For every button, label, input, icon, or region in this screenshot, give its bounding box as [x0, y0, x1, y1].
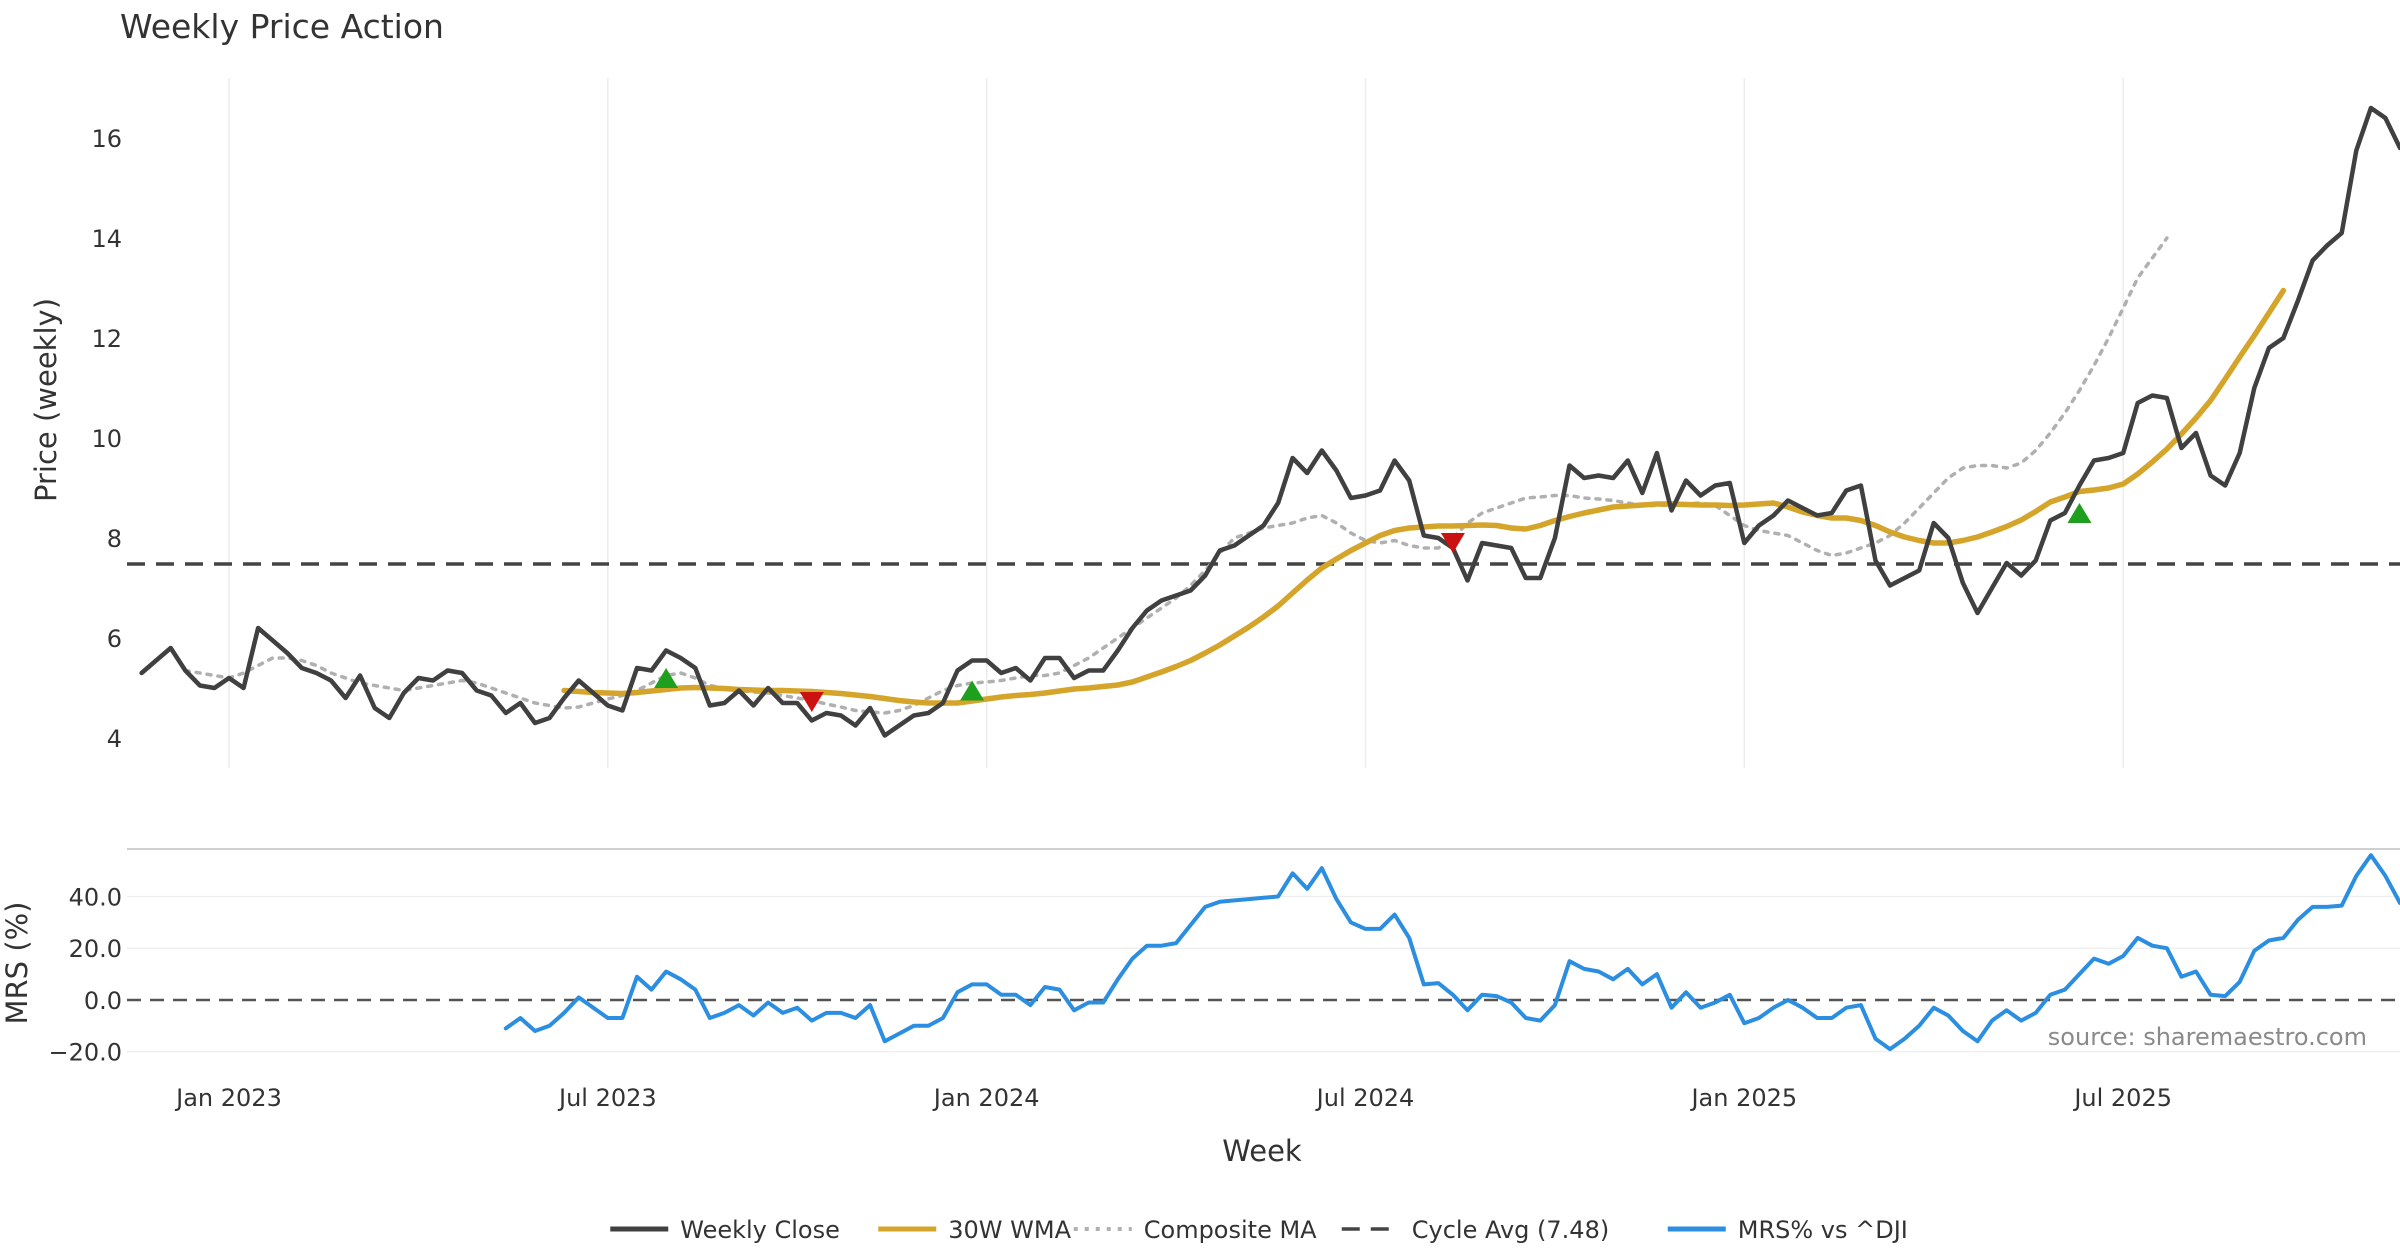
x-tick-label: Jul 2025 [2072, 1084, 2172, 1112]
price-tick-label: 14 [91, 225, 122, 253]
buy-signal-marker [960, 680, 985, 701]
mrs-axis-label: MRS (%) [0, 902, 34, 1025]
legend-label-30w-wma: 30W WMA [948, 1216, 1071, 1244]
x-tick-label: Jan 2023 [174, 1084, 282, 1112]
mrs-tick-label: −20.0 [48, 1039, 122, 1067]
chart-title: Weekly Price Action [120, 7, 444, 46]
legend-label-composite-ma: Composite MA [1144, 1216, 1317, 1244]
source-note: source: sharemaestro.com [2048, 1023, 2367, 1051]
composite-ma-line [183, 236, 2169, 715]
reference-lines [127, 562, 2400, 1002]
30w-wma-line [561, 287, 2287, 706]
x-tick-label: Jan 2025 [1689, 1084, 1797, 1112]
price-tick-label: 16 [91, 125, 122, 153]
x-tick-label: Jul 2023 [557, 1084, 657, 1112]
signal-markers [654, 503, 2092, 712]
legend: Weekly Close 30W WMA Composite MA Cycle Avg… [610, 1216, 1908, 1244]
x-tick-label: Jul 2024 [1315, 1084, 1415, 1112]
weekly-close-line [139, 105, 2400, 738]
buy-signal-marker [654, 668, 679, 688]
mrs-tick-label: 40.0 [69, 884, 122, 912]
legend-label-weekly-close: Weekly Close [680, 1216, 840, 1244]
buy-signal-marker [2067, 503, 2092, 523]
y-tick-labels: 4 6 8 10 12 14 16 −20.0 0.0 20.0 40.0 [48, 125, 122, 1067]
price-tick-label: 10 [91, 425, 122, 453]
price-tick-label: 6 [107, 625, 122, 653]
price-tick-label: 8 [107, 525, 122, 553]
price-axis-label: Price (weekly) [29, 298, 63, 502]
series-lines [139, 105, 2400, 1052]
mrs-vs-dji-line [503, 853, 2400, 1052]
x-axis-label: Week [1222, 1134, 1302, 1168]
legend-label-cycle-avg-7-48: Cycle Avg (7.48) [1412, 1216, 1609, 1244]
x-tick-label: Jan 2024 [932, 1084, 1040, 1112]
mrs-tick-label: 20.0 [69, 935, 122, 963]
mrs-tick-label: 0.0 [84, 987, 122, 1015]
price-tick-label: 12 [91, 325, 122, 353]
sell-signal-marker [799, 692, 824, 712]
sell-signal-marker [1440, 533, 1465, 553]
x-tick-labels: Jan 2023 Jul 2023 Jan 2024 Jul 2024 Jan 2025… [174, 1084, 2172, 1112]
price-tick-label: 4 [107, 725, 122, 753]
legend-label-mrs-vs-dji: MRS% vs ^DJI [1738, 1216, 1908, 1244]
